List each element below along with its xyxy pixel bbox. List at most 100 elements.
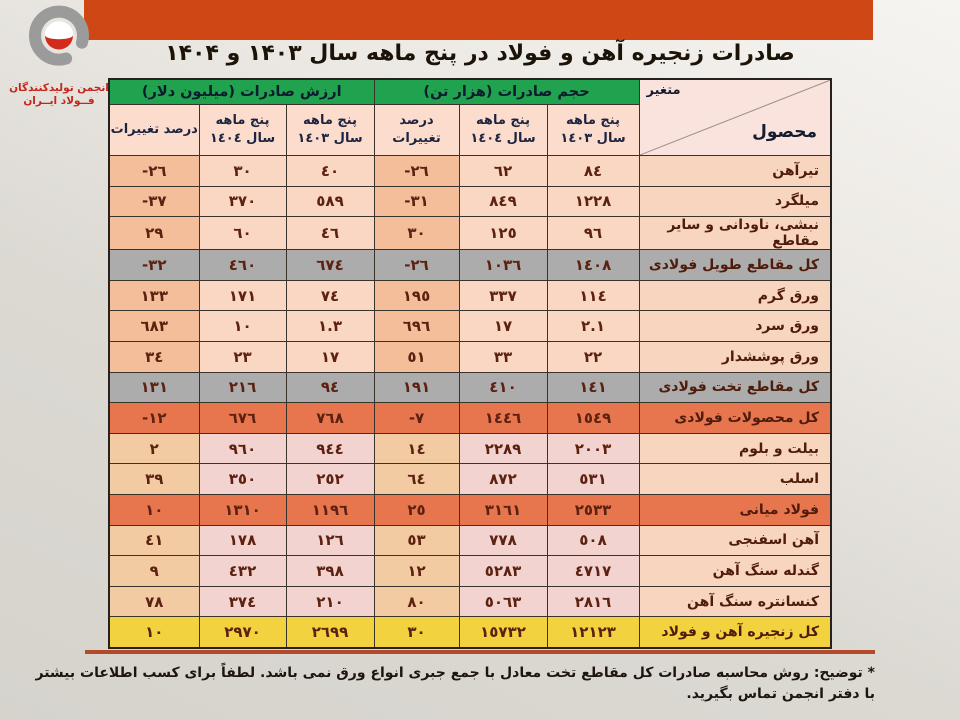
table-row: کل زنجیره آهن و فولاد ١٢١٢٣ ١٥٧٣٢ ٣٠ ٢٦٩٩ ٢٩٧… [108,616,832,649]
value-cell: ٣٥٠ [198,463,287,495]
table-row: کل مقاطع تخت فولادی ١٤١ ٤١٠ ١٩١ ٩٤ ٢١٦ ١٣١ [108,371,832,404]
value-cell: ١٣١ [108,371,200,404]
value-cell: ١٤١ [546,371,640,404]
value-cell: ٨٠ [373,585,460,618]
value-cell: ٢٠٠٣ [546,432,640,465]
logo-text-line1: انجمن تولیدکنندگان [9,82,109,94]
value-cell: ٧٤ [285,279,375,312]
value-cell: -٧ [373,402,460,434]
value-cell: ٢٥ [373,493,460,526]
product-cell: فولاد میانی [638,493,832,526]
product-cell: نبشی، ناودانی و سایر مقاطع [638,216,832,251]
value-cell: ٣٩٨ [285,555,375,587]
value-cell: ٦٠ [198,216,287,251]
value-cell: ١٤٠٨ [546,249,640,281]
table-row: فولاد میانی ٢٥٣٣ ٣١٦١ ٢٥ ١١٩٦ ١٣١٠ ١٠ [108,493,832,526]
value-cell: ٧٦٨ [285,402,375,434]
value-cell: ١٥٧٣٢ [458,616,548,649]
value-cell: ٩ [108,555,200,587]
table-row: ورق سرد ٢.١ ١٧ ٦٩٦ ١.٣ ١٠ ٦٨٣ [108,310,832,342]
product-cell: تیرآهن [638,155,832,187]
subheader-volume-1404: پنج ماهه سال ١٤٠٤ [458,104,548,156]
value-cell: -٣٧ [108,185,200,218]
value-cell: ٤٠ [285,155,375,187]
value-cell: -٢٦ [108,155,200,187]
product-cell: آهن اسفنجی [638,524,832,557]
value-cell: ١٥٤٩ [546,402,640,434]
value-cell: ٣٧٤ [198,585,287,618]
subheader-value-pct: درصد تغییرات [108,104,200,156]
product-cell: ورق سرد [638,310,832,342]
value-cell: ١٢٥ [458,216,548,251]
product-cell: میلگرد [638,185,832,218]
subheader-period-label: پنج ماهه [476,112,530,128]
table-row: ورق گرم ١١٤ ٣٣٧ ١٩٥ ٧٤ ١٧١ ١٣٣ [108,279,832,312]
value-cell: ٧٧٨ [458,524,548,557]
value-cell: -٢٦ [373,249,460,281]
table-row: نبشی، ناودانی و سایر مقاطع ٩٦ ١٢٥ ٣٠ ٤٦ ٦٠ ٢٩ [108,216,832,251]
value-cell: ٥٨٩ [285,185,375,218]
value-cell: ٢٢٨٩ [458,432,548,465]
footnote: * توضیح: روش محاسبه صادرات کل مقاطع تخت … [30,663,876,705]
value-cell: ١١٩٦ [285,493,375,526]
value-cell: ٦٩٦ [373,310,460,342]
volume-group-header: حجم صادرات (هزار تن) [373,78,640,105]
product-cell: کل محصولات فولادی [638,402,832,434]
value-cell: ٥٠٦٣ [458,585,548,618]
value-cell: ٩٦ [546,216,640,251]
value-cell: ٤٣٢ [198,555,287,587]
table-row: اسلب ٥٣١ ٨٧٢ ٦٤ ٢٥٢ ٣٥٠ ٣٩ [108,463,832,495]
value-cell: -٣١ [373,185,460,218]
product-cell: کل مقاطع تخت فولادی [638,371,832,404]
footnote-label: * توضیح: [813,665,875,681]
value-cell: ١٧١ [198,279,287,312]
value-cell: ٦٢ [458,155,548,187]
value-cell: ١١٤ [546,279,640,312]
value-cell: -٢٦ [373,155,460,187]
product-cell: کل مقاطع طویل فولادی [638,249,832,281]
table-row: کنسانتره سنگ آهن ٢٨١٦ ٥٠٦٣ ٨٠ ٢١٠ ٣٧٤ ٧٨ [108,585,832,618]
subheader-value-1403: پنج ماهه سال ١٤٠٣ [285,104,375,156]
steel-association-logo-icon [29,5,89,66]
value-cell: ٥٣١ [546,463,640,495]
value-cell: ٣٣٧ [458,279,548,312]
value-cell: ٩٦٠ [198,432,287,465]
product-cell: ورق گرم [638,279,832,312]
value-cell: ٦٧٦ [198,402,287,434]
table-row: کل محصولات فولادی ١٥٤٩ ١٤٤٦ -٧ ٧٦٨ ٦٧٦ -١٢ [108,402,832,434]
product-cell: ورق پوششدار [638,340,832,373]
value-cell: ٢٥٢ [285,463,375,495]
value-cell: ٥٢٨٣ [458,555,548,587]
page-title: صادرات زنجیره آهن و فولاد در پنج ماهه سا… [165,41,795,66]
subheader-year-label: سال ١٤٠٣ [560,131,626,146]
value-cell: ٢٢ [546,340,640,373]
value-cell: ٦٨٣ [108,310,200,342]
value-cell: ٥٠٨ [546,524,640,557]
value-cell: ٢٨١٦ [546,585,640,618]
value-cell: ٨٧٢ [458,463,548,495]
value-cell: ٥١ [373,340,460,373]
sub-header-row: پنج ماهه سال ١٤٠٣ پنج ماهه سال ١٤٠٤ درصد… [108,104,831,156]
logo-text-line2: فــولاد ایــران [23,95,95,108]
table-row: آهن اسفنجی ٥٠٨ ٧٧٨ ٥٣ ١٢٦ ١٧٨ ٤١ [108,524,832,557]
corner-header-cell: متغیر محصول [638,78,832,156]
table-row: بیلت و بلوم ٢٠٠٣ ٢٢٨٩ ١٤ ٩٤٤ ٩٦٠ ٢ [108,432,832,465]
value-cell: ٦٧٤ [285,249,375,281]
corner-product-label: محصول [752,122,818,142]
value-cell: ١٠ [108,616,200,649]
value-cell: ١٣١٠ [198,493,287,526]
value-cell: ٨٤٩ [458,185,548,218]
table-row: کل مقاطع طویل فولادی ١٤٠٨ ١٠٣٦ -٢٦ ٦٧٤ ٤٦٠ -٣٢ [108,249,832,281]
value-cell: ٢٩ [108,216,200,251]
value-cell: ٢١٦ [198,371,287,404]
value-cell: -٣٢ [108,249,200,281]
table-row: ورق پوششدار ٢٢ ٣٣ ٥١ ١٧ ٢٣ ٣٤ [108,340,832,373]
export-table: متغیر محصول حجم صادرات (هزار تن) ارزش صا… [108,78,833,649]
value-cell: ٣٣ [458,340,548,373]
value-cell: ١٢٢٨ [546,185,640,218]
value-cell: ١.٣ [285,310,375,342]
table-row: گندله سنگ آهن ٤٧١٧ ٥٢٨٣ ١٢ ٣٩٨ ٤٣٢ ٩ [108,555,832,587]
value-cell: ٨٤ [546,155,640,187]
value-cell: ٤١٠ [458,371,548,404]
table-row: تیرآهن ٨٤ ٦٢ -٢٦ ٤٠ ٣٠ -٢٦ [108,155,832,187]
